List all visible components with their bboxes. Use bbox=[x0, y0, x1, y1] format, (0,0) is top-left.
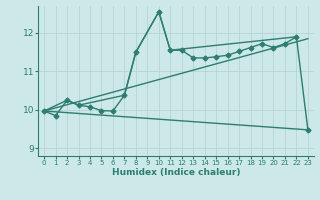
X-axis label: Humidex (Indice chaleur): Humidex (Indice chaleur) bbox=[112, 168, 240, 177]
